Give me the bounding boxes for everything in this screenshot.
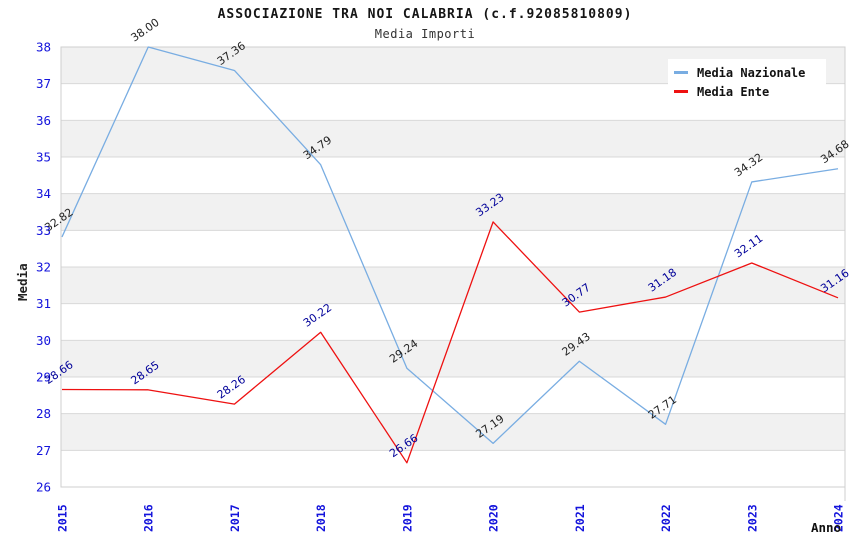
x-tick-label: 2019 [400,504,414,532]
chart-legend: Media Nazionale Media Ente [668,59,826,106]
x-tick-label: 2016 [142,504,156,532]
plot-band [61,120,845,157]
plot-band [61,230,845,267]
chart-subtitle: Media Importi [374,27,476,41]
data-point-label: 38.00 [128,16,161,45]
y-tick-label: 34 [36,186,51,201]
y-tick-label: 32 [36,260,51,275]
x-tick-label: 2021 [573,504,587,532]
plot-band [61,413,845,451]
x-axis-title: Anno [811,520,842,535]
y-tick-label: 27 [36,443,51,458]
plot-band [61,340,845,377]
plot-band [61,450,845,487]
x-tick-label: 2022 [659,504,673,532]
y-tick-label: 36 [36,113,51,128]
legend-item-media-nazionale: Media Nazionale [674,63,820,82]
y-tick-label: 37 [36,76,51,91]
x-tick-label: 2017 [228,504,242,532]
y-tick-label: 28 [36,406,51,421]
series-line-media-ente [61,221,839,464]
legend-swatch-red-line-icon [674,90,688,93]
series-line-media-nazionale [61,46,839,445]
plot-band [61,157,845,194]
legend-label: Media Ente [697,84,770,99]
x-tick-label: 2015 [56,504,70,532]
legend-swatch-blue-line-icon [674,71,688,74]
x-tick-label: 2024 [832,504,846,532]
x-tick-label: 2020 [487,504,501,532]
plot-band [61,193,845,231]
y-tick-label: 35 [36,150,51,165]
legend-label: Media Nazionale [697,65,806,80]
plot-frame [60,46,846,488]
y-tick-label: 26 [36,480,51,495]
y-axis-title: Media [15,263,30,301]
x-tick-label: 2023 [745,504,759,532]
legend-item-media-ente: Media Ente [674,82,820,101]
y-tick-label: 29 [36,370,51,385]
y-tick-label: 38 [36,40,51,55]
y-tick-label: 31 [36,296,51,311]
y-tick-label: 30 [36,333,51,348]
y-tick-label: 33 [36,223,51,238]
x-tick-label: 2018 [314,504,328,532]
chart-title: ASSOCIAZIONE TRA NOI CALABRIA (c.f.92085… [217,7,633,22]
